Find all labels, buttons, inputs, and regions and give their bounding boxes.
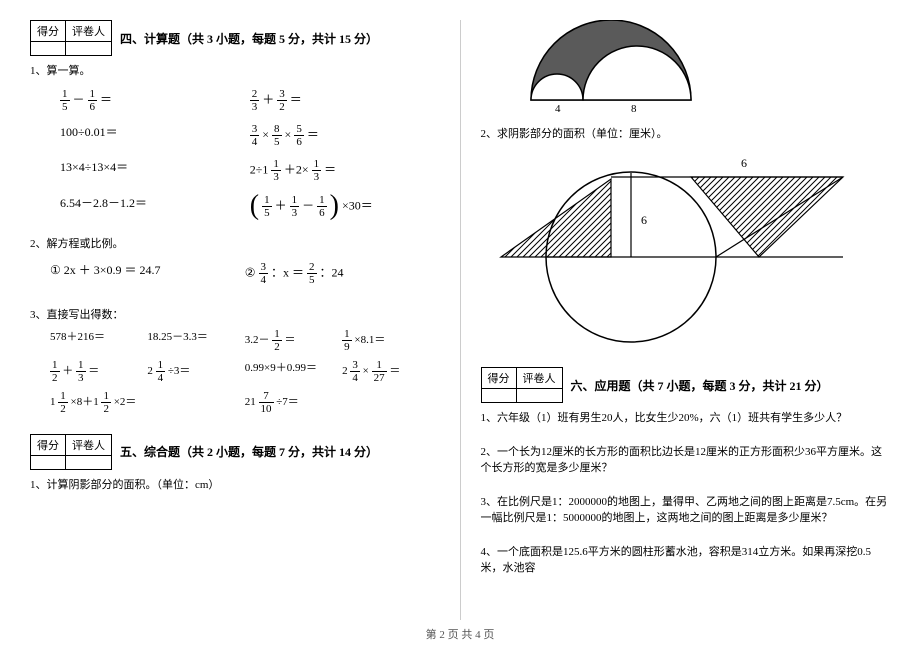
grader-label: 评卷人 xyxy=(66,434,112,455)
expr-8: ( 15 ＋ 13 － 16 ) ×30＝ xyxy=(250,194,440,219)
score-label: 得分 xyxy=(31,21,66,42)
s4-q2-item1: ① 2x ＋ 3×0.9 ＝ 24.7 xyxy=(50,261,245,286)
q3-r3c1: 1 12 ×8＋1 12 ×2＝ xyxy=(50,390,245,415)
expr-row-3: 13×4÷13×4＝ 2÷1 13 ＋2× 13 ＝ xyxy=(30,158,440,183)
score-label: 得分 xyxy=(31,434,66,455)
left-column: 得分 评卷人 四、计算题（共 3 小题，每题 5 分，共计 15 分） 1、算一… xyxy=(30,20,461,620)
q3-r1c1: 578＋216＝ xyxy=(50,328,147,353)
expr-7: 6.54－2.8－1.2＝ xyxy=(60,194,250,219)
figure-semicircles: 4 8 xyxy=(511,20,711,115)
q3-r2c4: 2 34 × 127 ＝ xyxy=(342,359,439,384)
s6-q3: 3、在比例尺是1：2000000的地图上，量得甲、乙两地之间的图上距离是7.5c… xyxy=(481,493,891,525)
s4-q1-label: 1、算一算。 xyxy=(30,62,440,78)
q3-r1c2: 18.25－3.3＝ xyxy=(147,328,244,353)
expr-1: 15 － 16 ＝ xyxy=(60,88,250,113)
right-column: 4 8 2、求阴影部分的面积（单位：厘米）。 6 xyxy=(461,20,891,620)
grader-label: 评卷人 xyxy=(516,368,562,389)
expr-3: 100÷0.01＝ xyxy=(60,123,250,148)
s4-q2-label: 2、解方程或比例。 xyxy=(30,235,440,251)
expr-row-1: 15 － 16 ＝ 23 ＋ 32 ＝ xyxy=(30,88,440,113)
s4-q2-item2: ② 34 ：x ＝ 25 ：24 xyxy=(245,261,440,286)
q3-r1c3: 3.2－ 12 ＝ xyxy=(245,328,342,353)
section4-title: 四、计算题（共 3 小题，每题 5 分，共计 15 分） xyxy=(120,30,378,47)
s5-q1: 1、计算阴影部分的面积。（单位：cm） xyxy=(30,476,440,492)
s5-q2: 2、求阴影部分的面积（单位：厘米）。 xyxy=(481,125,891,141)
s4-q3-label: 3、直接写出得数： xyxy=(30,306,440,322)
page-footer: 第 2 页 共 4 页 xyxy=(0,626,920,642)
q3-r2c1: 12 ＋ 13 ＝ xyxy=(50,359,147,384)
score-table-3: 得分 评卷人 xyxy=(481,367,563,403)
s4-q3-row2: 12 ＋ 13 ＝ 2 14 ÷3＝ 0.99×9＋0.99＝ 2 34 × 1… xyxy=(30,359,440,384)
expr-5: 13×4÷13×4＝ xyxy=(60,158,250,183)
s6-q1: 1、六年级（1）班有男生20人，比女生少20%，六（1）班共有学生多少人？ xyxy=(481,409,891,425)
expr-row-2: 100÷0.01＝ 34 × 85 × 56 ＝ xyxy=(30,123,440,148)
grader-label: 评卷人 xyxy=(66,21,112,42)
expr-row-4: 6.54－2.8－1.2＝ ( 15 ＋ 13 － 16 ) ×30＝ xyxy=(30,194,440,219)
section4-header: 得分 评卷人 四、计算题（共 3 小题，每题 5 分，共计 15 分） xyxy=(30,20,440,56)
score-table: 得分 评卷人 xyxy=(30,20,112,56)
section6-title: 六、应用题（共 7 小题，每题 3 分，共计 21 分） xyxy=(571,377,829,394)
section6-header: 得分 评卷人 六、应用题（共 7 小题，每题 3 分，共计 21 分） xyxy=(481,367,891,403)
score-table-2: 得分 评卷人 xyxy=(30,434,112,470)
s6-q2: 2、一个长为12厘米的长方形的面积比边长是12厘米的正方形面积少36平方厘米。这… xyxy=(481,443,891,475)
s6-q4: 4、一个底面积是125.6平方米的圆柱形蓄水池，容积是314立方米。如果再深挖0… xyxy=(481,543,891,575)
section5-title: 五、综合题（共 2 小题，每题 7 分，共计 14 分） xyxy=(120,443,378,460)
page-container: 得分 评卷人 四、计算题（共 3 小题，每题 5 分，共计 15 分） 1、算一… xyxy=(0,0,920,620)
q3-r1c4: 19 ×8.1＝ xyxy=(342,328,439,353)
q3-r2c3: 0.99×9＋0.99＝ xyxy=(245,359,342,384)
expr-4: 34 × 85 × 56 ＝ xyxy=(250,123,440,148)
expr-2: 23 ＋ 32 ＝ xyxy=(250,88,440,113)
section5-header: 得分 评卷人 五、综合题（共 2 小题，每题 7 分，共计 14 分） xyxy=(30,434,440,470)
expr-6: 2÷1 13 ＋2× 13 ＝ xyxy=(250,158,440,183)
fig2-label-mid: 6 xyxy=(641,213,647,227)
fig1-label-a: 4 xyxy=(555,103,561,115)
s4-q2-items: ① 2x ＋ 3×0.9 ＝ 24.7 ② 34 ：x ＝ 25 ：24 xyxy=(30,261,440,286)
s4-q3-row1: 578＋216＝ 18.25－3.3＝ 3.2－ 12 ＝ 19 ×8.1＝ xyxy=(30,328,440,353)
fig1-label-b: 8 xyxy=(631,103,637,115)
score-label: 得分 xyxy=(481,368,516,389)
fig2-label-top: 6 xyxy=(741,156,747,170)
q3-r3c2: 21 710 ÷7＝ xyxy=(245,390,440,415)
figure-circle-triangles: 6 6 xyxy=(481,149,861,349)
q3-r2c2: 2 14 ÷3＝ xyxy=(147,359,244,384)
s4-q3-row3: 1 12 ×8＋1 12 ×2＝ 21 710 ÷7＝ xyxy=(30,390,440,415)
